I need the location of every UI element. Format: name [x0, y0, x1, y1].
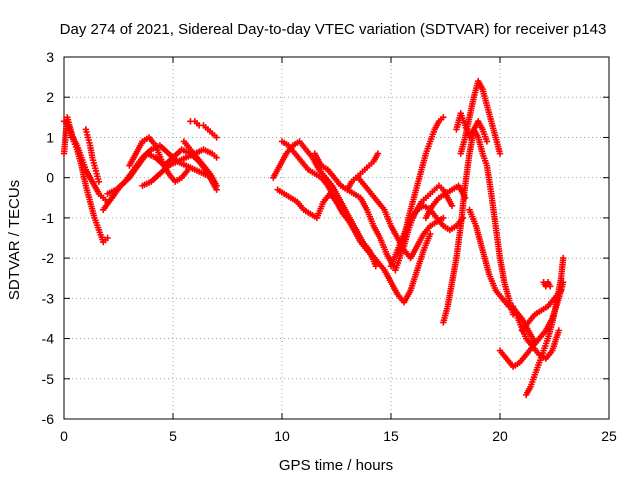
y-tick-label: -3	[42, 290, 55, 306]
y-axis-title: SDTVAR / TECUs	[6, 180, 23, 300]
data-points	[60, 77, 567, 399]
data-point	[555, 327, 563, 334]
data-point	[372, 262, 379, 270]
data-point	[104, 234, 111, 242]
data-point	[374, 150, 382, 157]
x-tick-label: 10	[274, 428, 290, 444]
x-axis-title: GPS time / hours	[279, 457, 393, 474]
x-tick-labels: 0 5 10 15 20 25	[60, 428, 617, 444]
x-tick-label: 0	[60, 428, 68, 444]
plot-frame	[63, 56, 610, 420]
y-tick-labels: -6 -5 -4 -3 -2 -1 0 1 2 3	[42, 49, 55, 427]
data-point	[213, 154, 220, 161]
data-point	[448, 202, 456, 210]
data-point	[185, 166, 192, 173]
data-point	[546, 283, 554, 290]
x-tick-label: 25	[601, 428, 617, 444]
data-point	[427, 230, 434, 238]
y-tick-label: 3	[46, 49, 54, 65]
data-point	[440, 114, 447, 121]
y-tick-label: -4	[42, 331, 55, 347]
y-tick-label: -2	[42, 250, 55, 266]
grid	[64, 57, 609, 419]
x-tick-label: 20	[492, 428, 508, 444]
data-point	[483, 138, 491, 145]
data-point	[557, 287, 565, 294]
data-point	[496, 150, 504, 157]
chart-title: Day 274 of 2021, Sidereal Day-to-day VTE…	[60, 21, 607, 38]
data-point	[560, 254, 567, 262]
y-tick-label: 1	[46, 129, 54, 145]
data-point	[440, 214, 447, 222]
y-tick-label: -6	[42, 411, 55, 427]
x-tick-label: 5	[169, 428, 177, 444]
data-point	[213, 134, 220, 141]
x-tick-label: 15	[383, 428, 399, 444]
y-tick-label: 2	[46, 89, 54, 105]
data-point	[95, 178, 103, 185]
y-tick-label: -5	[42, 371, 55, 387]
data-point	[213, 182, 220, 189]
data-point	[370, 254, 377, 262]
y-tick-label: 0	[46, 170, 54, 186]
y-tick-label: -1	[42, 210, 55, 226]
axis-ticks	[63, 56, 610, 420]
